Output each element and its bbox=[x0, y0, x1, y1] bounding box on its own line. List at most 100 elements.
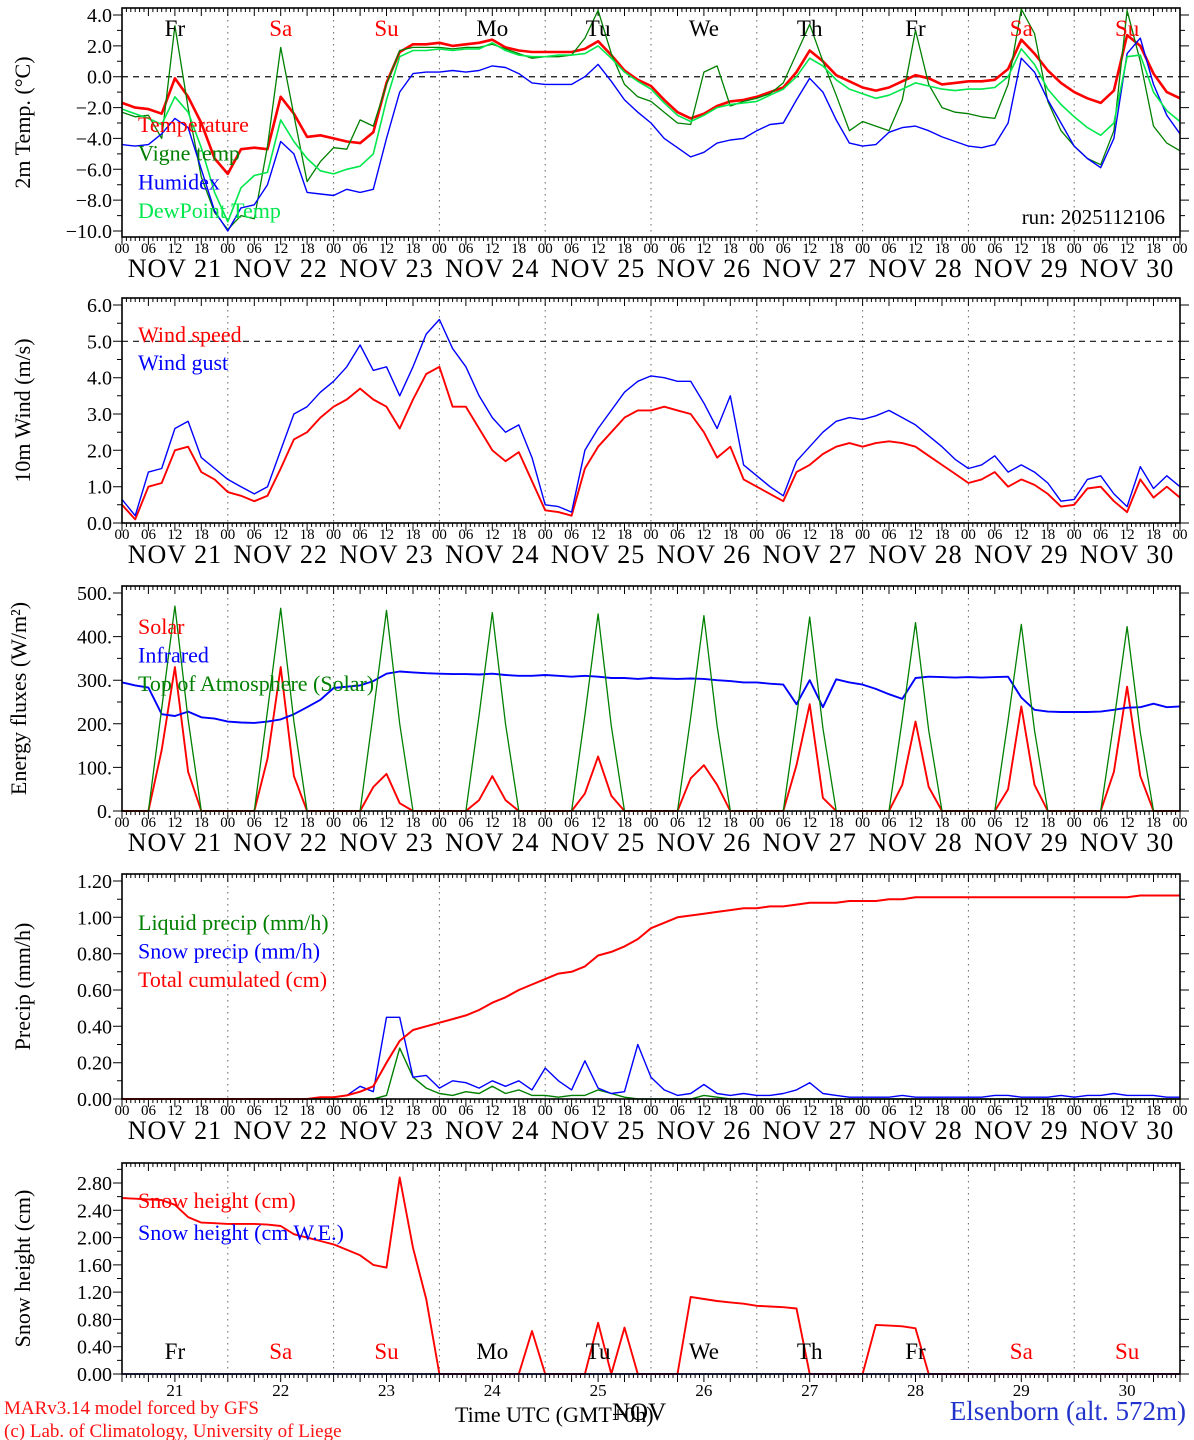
y-tick-label: 4.0 bbox=[87, 5, 112, 27]
hour-label: 00 bbox=[432, 815, 447, 831]
hour-label: 12 bbox=[167, 241, 182, 257]
y-tick-label: 0.40 bbox=[77, 1016, 112, 1038]
hour-label: 18 bbox=[829, 527, 844, 543]
day-label: NOV 21 bbox=[128, 828, 222, 857]
legend-humidex: Humidex bbox=[138, 169, 220, 194]
model-credit-line: MARv3.14 model forced by GFS bbox=[4, 1398, 259, 1419]
y-tick-label: −8.0 bbox=[76, 190, 112, 212]
hour-label: 18 bbox=[617, 815, 632, 831]
series-snow-precip-mm-h bbox=[122, 1016, 1180, 1100]
hour-label: 12 bbox=[167, 815, 182, 831]
weekday-label: Sa bbox=[1010, 1339, 1033, 1364]
hour-label: 12 bbox=[908, 815, 923, 831]
weekday-label: Th bbox=[797, 1339, 823, 1364]
day-number-label: 26 bbox=[695, 1381, 712, 1400]
day-label: NOV 27 bbox=[763, 254, 857, 283]
hour-label: 00 bbox=[644, 527, 659, 543]
panel-frame bbox=[121, 297, 1181, 524]
hour-label: 12 bbox=[591, 1103, 606, 1119]
series-temperature bbox=[121, 33, 1181, 176]
hour-label: 06 bbox=[776, 815, 792, 831]
series-vigne-temp bbox=[121, 8, 1181, 231]
legend-total-cumulated-cm: Total cumulated (cm) bbox=[138, 967, 327, 992]
hour-label: 00 bbox=[220, 527, 235, 543]
legend-top-of-atmosphere-solar: Top of Atmosphere (Solar) bbox=[138, 671, 374, 696]
legend-wind-gust: Wind gust bbox=[138, 350, 228, 375]
y-tick-label: 0.80 bbox=[77, 944, 112, 966]
day-label: NOV 29 bbox=[974, 828, 1068, 857]
day-label: NOV 26 bbox=[657, 828, 751, 857]
hour-label: 00 bbox=[115, 1103, 130, 1119]
hour-label: 12 bbox=[802, 241, 817, 257]
weekday-label: Su bbox=[1115, 16, 1140, 41]
hour-label: 00 bbox=[749, 241, 764, 257]
hour-label: 06 bbox=[458, 527, 474, 543]
hour-label: 06 bbox=[882, 527, 898, 543]
y-tick-label: 300. bbox=[77, 670, 112, 692]
hour-label: 18 bbox=[617, 241, 632, 257]
y-tick-label: 2.80 bbox=[77, 1173, 112, 1195]
hour-label: 12 bbox=[908, 527, 923, 543]
day-label: NOV 22 bbox=[234, 254, 328, 283]
weekday-label: Sa bbox=[269, 16, 292, 41]
hour-label: 06 bbox=[458, 815, 474, 831]
legend-dewpoint-temp: DewPoint Temp bbox=[138, 198, 281, 223]
y-ticks bbox=[113, 1168, 1189, 1375]
y-tick-label: 6.0 bbox=[87, 295, 112, 317]
hour-label: 06 bbox=[882, 1103, 898, 1119]
day-label: NOV 21 bbox=[128, 540, 222, 569]
y-tick-label: 2.0 bbox=[87, 36, 112, 58]
hour-label: 00 bbox=[1067, 815, 1082, 831]
hour-label: 12 bbox=[802, 815, 817, 831]
y-tick-label: 0.0 bbox=[87, 513, 112, 535]
weekday-label: Fr bbox=[905, 16, 926, 41]
hour-label: 18 bbox=[511, 1103, 526, 1119]
hour-label: 18 bbox=[1146, 527, 1161, 543]
hour-label: 00 bbox=[538, 1103, 553, 1119]
hour-label: 06 bbox=[670, 1103, 686, 1119]
copyright-credit-line: (c) Lab. of Climatology, University of L… bbox=[4, 1421, 342, 1440]
hour-label: 18 bbox=[194, 815, 209, 831]
weekday-label: Th bbox=[797, 16, 823, 41]
hour-label: 18 bbox=[194, 241, 209, 257]
panel-frame bbox=[121, 1162, 1181, 1375]
hour-label: 12 bbox=[1120, 1103, 1135, 1119]
hour-label: 06 bbox=[987, 241, 1003, 257]
day-label: NOV 24 bbox=[445, 828, 539, 857]
hour-label: 06 bbox=[987, 527, 1003, 543]
series-wind-speed bbox=[121, 365, 1181, 521]
day-label: NOV 26 bbox=[657, 254, 751, 283]
hour-label: 18 bbox=[1040, 527, 1055, 543]
hour-label: 06 bbox=[353, 241, 369, 257]
hour-label: 00 bbox=[961, 1103, 976, 1119]
hour-label: 12 bbox=[1014, 1103, 1029, 1119]
day-label: NOV 25 bbox=[551, 1116, 645, 1145]
hour-label: 06 bbox=[247, 241, 263, 257]
y-tick-label: −4.0 bbox=[76, 128, 112, 150]
hour-label: 00 bbox=[1067, 1103, 1082, 1119]
hour-label: 12 bbox=[379, 815, 394, 831]
day-label: NOV 25 bbox=[551, 254, 645, 283]
hour-label: 06 bbox=[353, 527, 369, 543]
y-tick-label: −10.0 bbox=[66, 221, 112, 243]
hour-label: 12 bbox=[1120, 815, 1135, 831]
hour-label: 18 bbox=[300, 815, 315, 831]
hour-label: 18 bbox=[934, 527, 949, 543]
y-tick-label: 0. bbox=[97, 801, 112, 823]
weekday-label: Su bbox=[374, 16, 399, 41]
hour-label: 12 bbox=[1014, 241, 1029, 257]
day-label: NOV 23 bbox=[339, 1116, 433, 1145]
day-label: NOV 30 bbox=[1080, 828, 1174, 857]
hour-label: 00 bbox=[326, 1103, 341, 1119]
y-tick-label: 1.0 bbox=[87, 477, 112, 499]
hour-label: 12 bbox=[696, 527, 711, 543]
hour-label: 18 bbox=[194, 527, 209, 543]
hour-label: 00 bbox=[749, 527, 764, 543]
day-label: NOV 23 bbox=[339, 254, 433, 283]
hour-label: 18 bbox=[617, 1103, 632, 1119]
hour-label: 18 bbox=[405, 241, 420, 257]
hour-label: 00 bbox=[855, 527, 870, 543]
y-tick-label: 0.00 bbox=[77, 1364, 112, 1386]
hour-label: 00 bbox=[749, 1103, 764, 1119]
hour-label: 06 bbox=[670, 815, 686, 831]
